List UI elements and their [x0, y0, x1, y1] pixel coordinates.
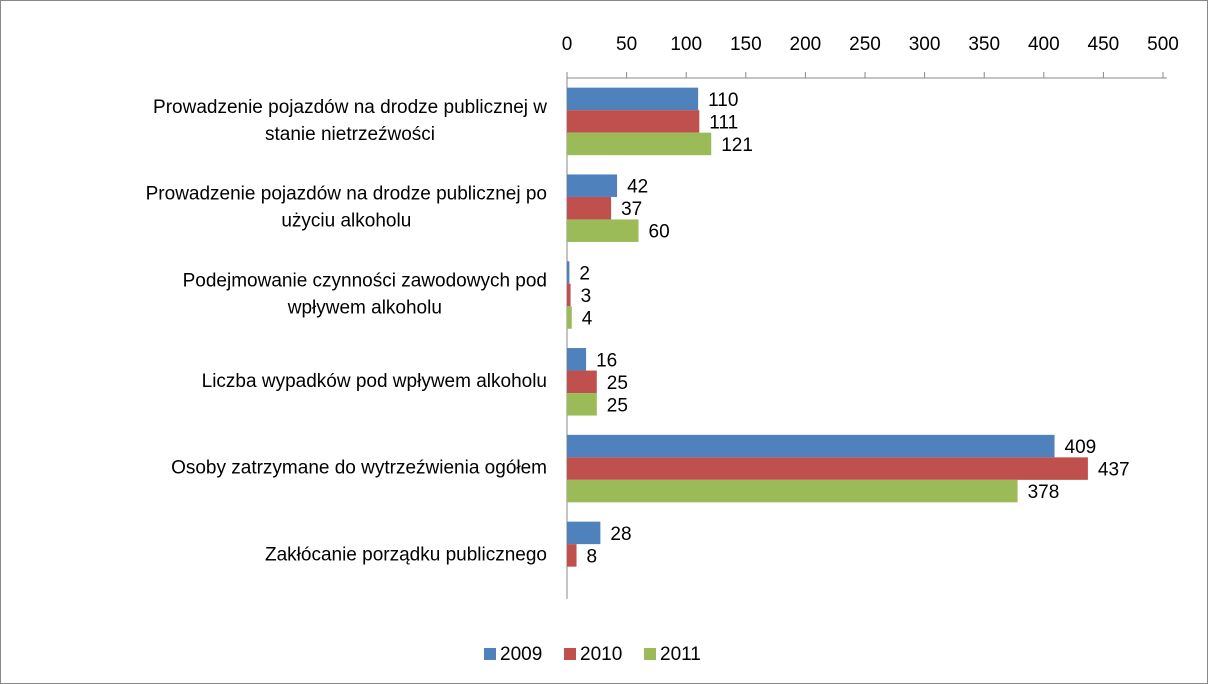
- value-label: 378: [1028, 482, 1060, 503]
- category-label: stanie nietrzeźwości: [265, 124, 435, 145]
- bar: [567, 393, 597, 416]
- value-label: 8: [587, 546, 598, 567]
- value-label: 437: [1098, 460, 1130, 481]
- category-label: Prowadzenie pojazdów na drodze publiczne…: [153, 97, 547, 118]
- x-tick-label: 500: [1147, 34, 1179, 55]
- bar: [567, 219, 639, 242]
- x-tick-label: 450: [1088, 34, 1120, 55]
- x-tick-label: 150: [730, 34, 762, 55]
- value-label: 4: [582, 309, 593, 330]
- value-label: 121: [721, 135, 753, 156]
- category-label: Podejmowanie czynności zawodowych pod: [183, 271, 547, 292]
- bar: [567, 521, 601, 545]
- x-tick-label: 50: [616, 34, 637, 55]
- legend-swatch: [564, 648, 576, 660]
- category-label: wpływem alkoholu: [287, 298, 442, 319]
- legend-swatch: [644, 648, 656, 660]
- value-label: 25: [607, 395, 628, 416]
- bar: [567, 283, 571, 307]
- value-label: 42: [627, 177, 648, 198]
- category-label: Prowadzenie pojazdów na drodze publiczne…: [146, 184, 547, 205]
- bar: [567, 174, 618, 197]
- bar: [567, 544, 577, 567]
- bar: [567, 479, 1018, 503]
- value-label: 3: [581, 286, 592, 307]
- legend-label: 2010: [580, 644, 622, 665]
- category-label: użyciu alkoholu: [281, 211, 411, 232]
- category-label: Liczba wypadków pod wpływem alkoholu: [202, 371, 547, 392]
- x-tick-label: 400: [1028, 34, 1060, 55]
- value-label: 2: [579, 264, 590, 285]
- bar: [567, 370, 597, 394]
- category-label: Zakłócanie porządku publicznego: [265, 544, 547, 565]
- value-label: 409: [1065, 437, 1097, 458]
- value-label: 16: [596, 350, 617, 371]
- x-tick-label: 300: [909, 34, 941, 55]
- legend-label: 2009: [500, 644, 542, 665]
- bar: [567, 348, 587, 371]
- bar: [567, 110, 700, 133]
- x-tick-label: 250: [849, 34, 881, 55]
- value-label: 60: [649, 222, 670, 243]
- value-label: 28: [610, 524, 631, 545]
- x-tick-label: 200: [790, 34, 822, 55]
- bar: [567, 261, 570, 284]
- value-label: 110: [708, 90, 738, 111]
- legend-swatch: [484, 648, 496, 660]
- x-tick-label: 100: [670, 34, 702, 55]
- value-label: 37: [621, 199, 642, 220]
- value-label: 25: [607, 373, 628, 394]
- bar: [567, 87, 699, 111]
- bar: [567, 306, 572, 329]
- bar: [567, 132, 712, 156]
- category-label: Osoby zatrzymane do wytrzeźwienia ogółem: [171, 458, 547, 479]
- value-label: 111: [709, 112, 738, 133]
- x-tick-label: 0: [562, 34, 573, 55]
- x-tick-label: 350: [968, 34, 1000, 55]
- bar: [567, 457, 1088, 480]
- legend-label: 2011: [660, 644, 701, 665]
- bar: [567, 196, 612, 220]
- bar: [567, 434, 1055, 458]
